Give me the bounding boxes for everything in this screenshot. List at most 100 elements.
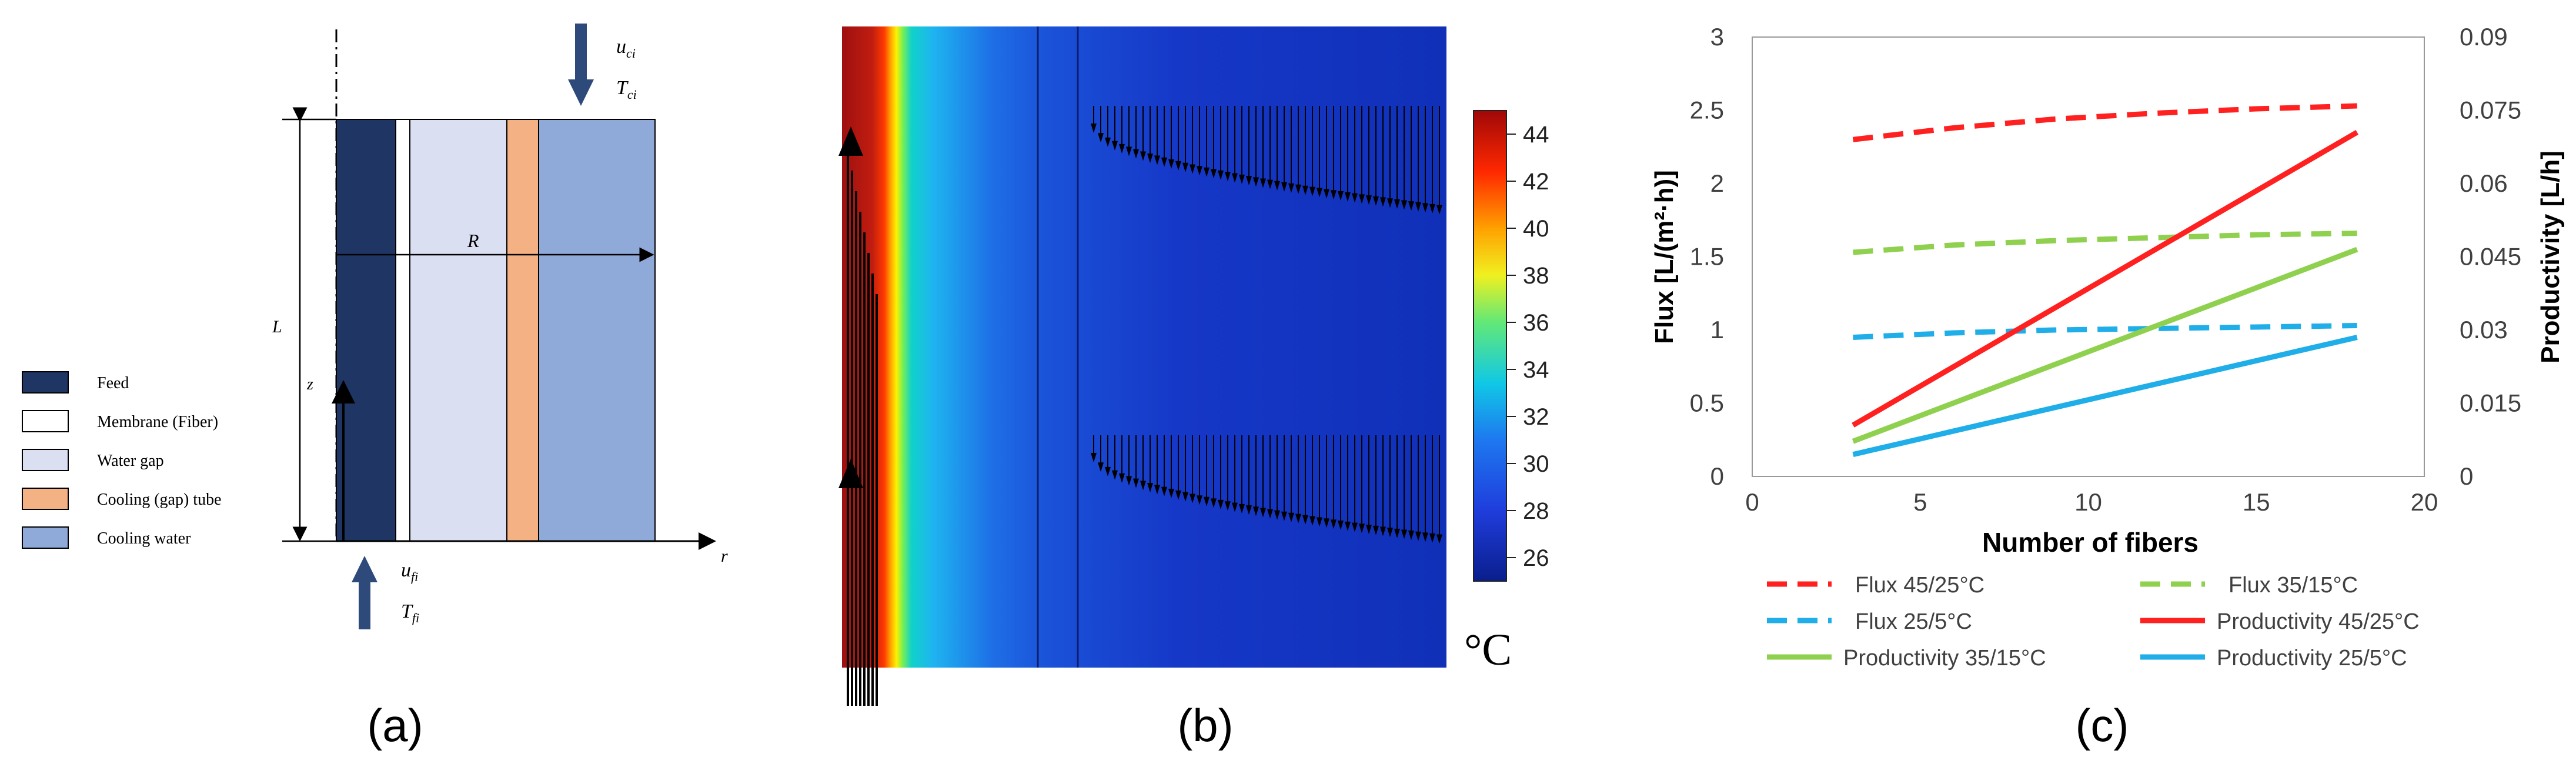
cooling-vector-head — [1302, 185, 1308, 195]
colorbar-tick-label: 36 — [1523, 310, 1549, 336]
colorbar-tick-label: 26 — [1523, 545, 1549, 571]
cooling-vector-head — [1345, 192, 1351, 202]
cooling-vector-head — [1105, 466, 1111, 476]
series-line-0 — [1852, 103, 2357, 142]
cooling-vector-head — [1338, 521, 1344, 531]
y-tick-label: 1 — [1710, 316, 1724, 344]
cooling-vector-head — [1352, 522, 1358, 532]
cooling-vector-head — [1112, 470, 1118, 480]
y2-tick-label: 0.045 — [2460, 243, 2521, 271]
cooling-vector-head — [1140, 151, 1146, 161]
cooling-vector-head — [1415, 202, 1421, 212]
cooling-vector-head — [1175, 161, 1181, 171]
plot-area — [1752, 36, 2425, 477]
panel-a-legend: Feed Membrane (Fiber) Water gap Cooling (ga… — [22, 371, 222, 549]
cooling-vector-head — [1098, 462, 1104, 472]
chart-marks: 0 5 10 15 20 0 0.5 1 1.5 2 2.5 3 0 0.015 0.03 0.045 0.06… — [1690, 23, 2522, 516]
cooling-vector-head — [1218, 499, 1224, 509]
cooling-vector-head — [1105, 137, 1111, 147]
z-axis-label: z — [306, 375, 313, 393]
y2-tick-label: 0.075 — [2460, 96, 2521, 124]
legend-swatch-2 — [22, 449, 69, 471]
cooling-vector-head — [1317, 517, 1322, 527]
y-tick-label: 0.5 — [1690, 389, 1724, 417]
water-gap-region — [409, 119, 507, 542]
cooling-vector-head — [1197, 166, 1202, 176]
cooling-vector-head — [1288, 512, 1294, 522]
y2-tick-label: 0.03 — [2460, 316, 2508, 344]
cooling-vector-head — [1112, 141, 1118, 151]
cooling-vector-head — [1331, 519, 1337, 529]
cooling-vector-head — [1253, 177, 1259, 187]
y-axis-label: Flux [L/(m²·h)] — [1650, 170, 1679, 344]
colorbar-tick-label: 40 — [1523, 216, 1549, 242]
cooling-vector-head — [1098, 133, 1104, 143]
cooling-vector-head — [1182, 492, 1188, 502]
u-ci-label: uci — [616, 36, 636, 61]
legend-label-1: Membrane (Fiber) — [97, 413, 218, 431]
cooling-vector-head — [1225, 501, 1231, 511]
legend-swatch-1 — [22, 410, 69, 432]
cooling-vector-head — [1394, 199, 1400, 209]
cooling-vector-head — [1211, 498, 1217, 508]
cooling-inlet-arrow — [568, 24, 594, 106]
series-line-1 — [1853, 231, 2357, 255]
legend-label-0: Feed — [97, 374, 129, 392]
cooling-vector-head — [1140, 481, 1146, 491]
cooling-vector-head — [1309, 516, 1315, 526]
y2-tick-label: 0 — [2460, 462, 2473, 490]
cooling-vector-head — [1380, 526, 1386, 536]
cooling-vector-head — [1324, 518, 1329, 528]
y-tick-label: 2.5 — [1690, 96, 1724, 124]
x-tick-label: 10 — [2074, 488, 2102, 516]
cooling-vector-head — [1366, 195, 1372, 205]
cooling-vector-head — [1359, 523, 1365, 533]
panel-b-caption: (b) — [1177, 699, 1233, 751]
legend-label-4: Productivity 35/15°C — [1843, 646, 2046, 671]
cooling-vector-head — [1154, 485, 1160, 495]
cooling-vector-head — [1204, 496, 1210, 506]
x-axis-label: Number of fibers — [1982, 527, 2199, 558]
t-fi-label: Tfi — [401, 601, 419, 625]
cooling-vector-head — [1415, 531, 1421, 541]
cooling-vector-head — [1154, 155, 1160, 165]
cooling-vector-head — [1408, 531, 1414, 541]
cooling-vector-head — [1295, 184, 1301, 194]
cooling-vector-head — [1422, 532, 1428, 542]
r-axis-label: r — [721, 546, 728, 566]
cooling-vector-head — [1373, 525, 1379, 535]
cooling-vector-head — [1429, 204, 1435, 214]
cooling-vector-head — [1436, 534, 1442, 544]
cooling-vector-head — [1239, 174, 1245, 184]
cooling-vector-head — [1168, 159, 1174, 169]
cooling-vector-head — [1401, 200, 1407, 210]
cooling-vector-head — [1232, 502, 1238, 512]
cooling-vector-head — [1126, 476, 1132, 486]
cooling-vector-head — [1387, 528, 1393, 538]
series-line-4 — [1852, 246, 2358, 444]
y-tick-label: 3 — [1710, 23, 1724, 51]
cooling-vector-head — [1380, 197, 1386, 207]
x-tick-label: 15 — [2243, 488, 2270, 516]
cooling-vector-head — [1246, 505, 1252, 515]
chart-legend: Flux 45/25°C Flux 35/15°C Flux 25/5°C Produ… — [1767, 573, 2420, 671]
l-dimension-label: L — [272, 317, 282, 336]
cooling-vector-head — [1267, 179, 1273, 189]
cooling-vector-head — [1161, 486, 1167, 496]
cooling-vector-head — [1133, 478, 1139, 488]
legend-label-0: Flux 45/25°C — [1855, 573, 1984, 598]
cooling-vector-head — [1394, 528, 1400, 538]
cooling-vector-head — [1338, 191, 1344, 201]
cooling-vector-head — [1091, 124, 1097, 133]
y-tick-label: 0 — [1710, 462, 1724, 490]
cooling-vector-head — [1168, 488, 1174, 498]
cooling-vector-head — [1408, 201, 1414, 211]
cooling-vector-head — [1190, 493, 1195, 503]
cooling-vector-head — [1331, 190, 1337, 200]
cooling-vector-head — [1260, 178, 1266, 188]
cooling-vector-head — [1175, 490, 1181, 500]
cooling-vector-head — [1182, 162, 1188, 172]
feed-inlet-arrow — [352, 556, 377, 629]
cooling-vector-head — [1091, 453, 1097, 462]
legend-label-3: Cooling (gap) tube — [97, 491, 222, 509]
